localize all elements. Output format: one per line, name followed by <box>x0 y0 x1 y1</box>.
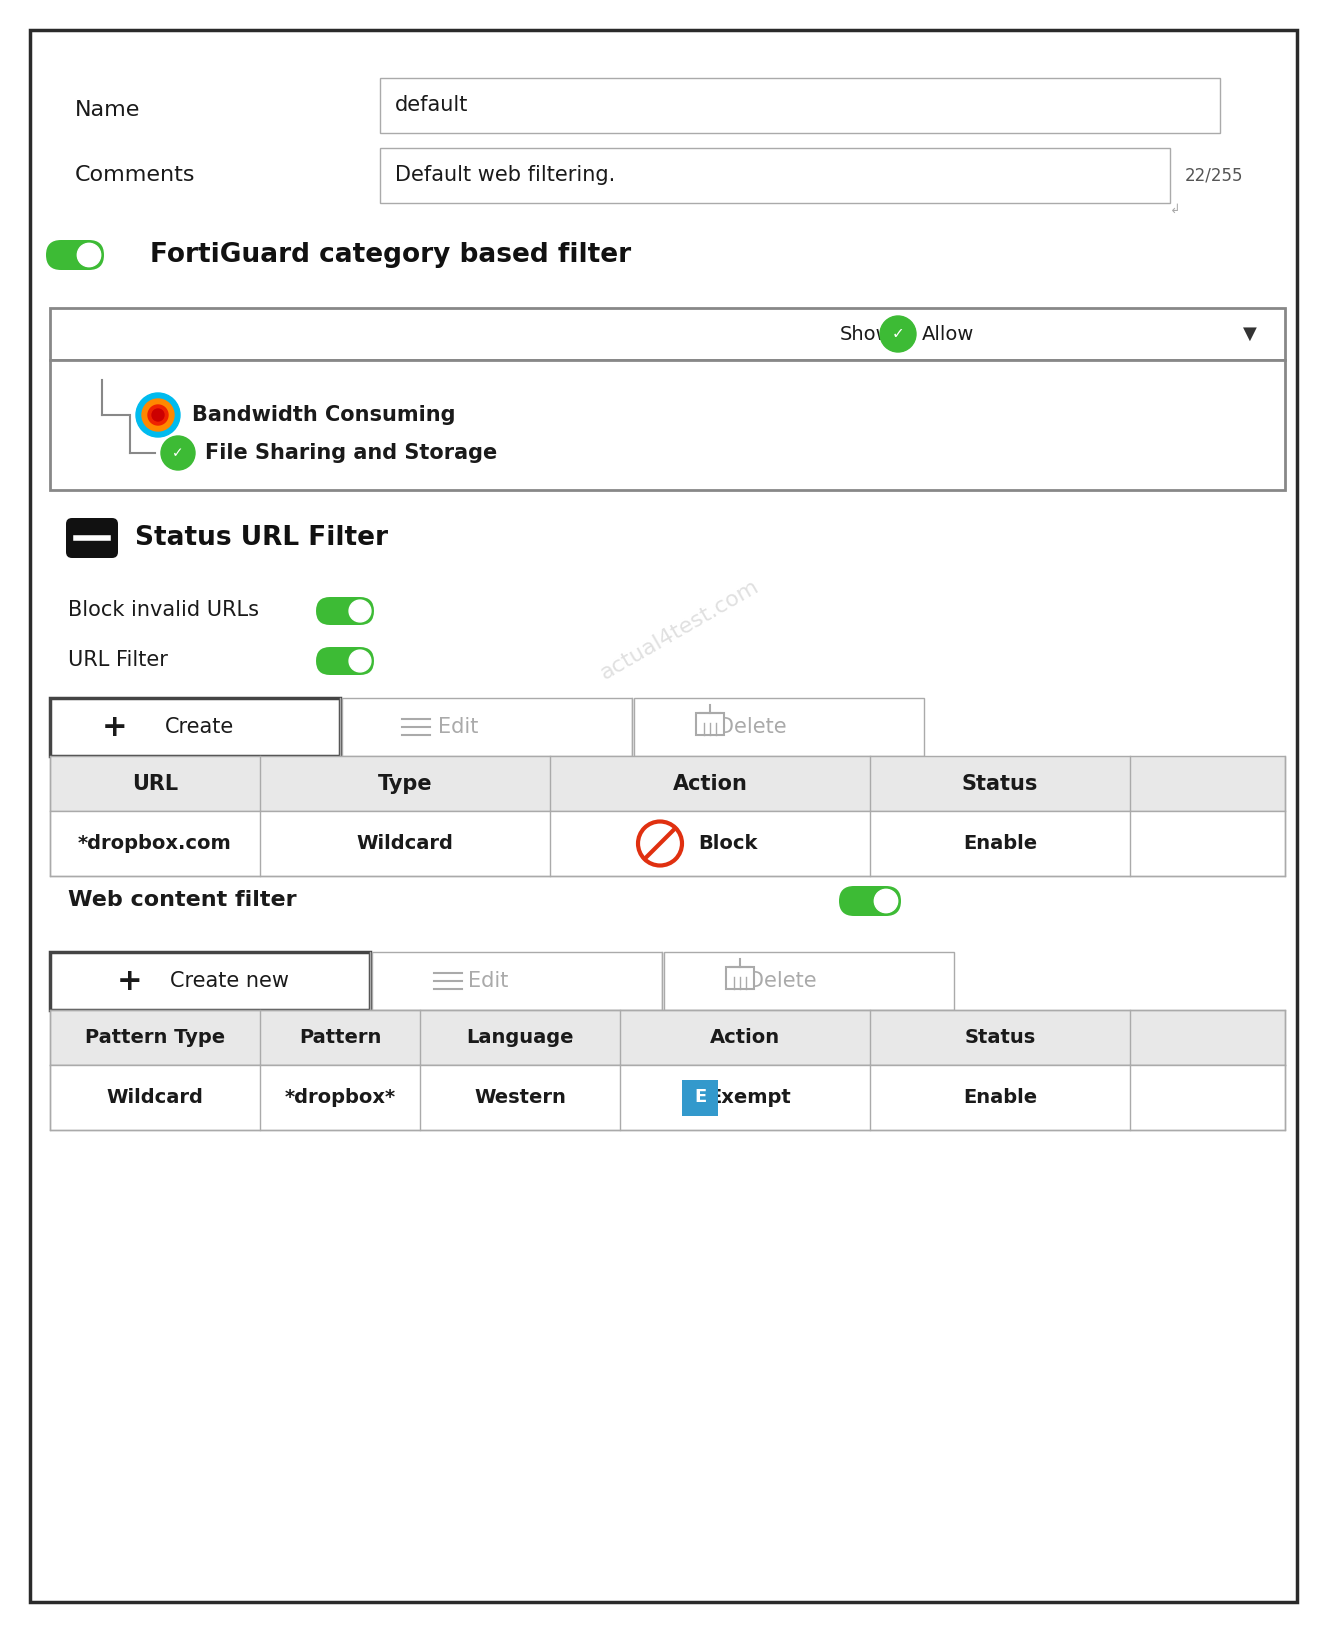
Circle shape <box>149 405 169 424</box>
Text: Delete: Delete <box>747 971 816 991</box>
Text: Block invalid URLs: Block invalid URLs <box>68 601 259 620</box>
Text: Bandwidth Consuming: Bandwidth Consuming <box>192 405 455 424</box>
Text: Status URL Filter: Status URL Filter <box>135 526 387 552</box>
Text: 22/255: 22/255 <box>1185 166 1243 184</box>
Circle shape <box>880 317 916 353</box>
Text: Pattern Type: Pattern Type <box>85 1028 226 1048</box>
FancyBboxPatch shape <box>664 951 954 1010</box>
Circle shape <box>349 601 372 622</box>
Text: Allow: Allow <box>922 325 974 343</box>
Text: FortiGuard category based filter: FortiGuard category based filter <box>150 242 632 268</box>
Circle shape <box>77 243 101 266</box>
Text: Create new: Create new <box>170 971 289 991</box>
FancyBboxPatch shape <box>316 646 374 676</box>
FancyBboxPatch shape <box>839 886 901 916</box>
Text: Show: Show <box>840 325 893 343</box>
FancyBboxPatch shape <box>50 951 370 1010</box>
Text: Edit: Edit <box>438 716 478 738</box>
Text: Block: Block <box>698 834 758 854</box>
Text: Default web filtering.: Default web filtering. <box>395 165 616 184</box>
FancyBboxPatch shape <box>316 597 374 625</box>
Text: +: + <box>102 713 127 741</box>
Text: Enable: Enable <box>963 834 1038 854</box>
Text: Enable: Enable <box>963 1089 1038 1106</box>
Text: E: E <box>694 1089 706 1106</box>
FancyBboxPatch shape <box>50 308 1285 361</box>
Text: Wildcard: Wildcard <box>357 834 454 854</box>
FancyBboxPatch shape <box>50 811 1285 876</box>
Text: Type: Type <box>378 774 433 793</box>
FancyBboxPatch shape <box>50 361 1285 490</box>
Text: ▼: ▼ <box>1243 325 1257 343</box>
Text: Status: Status <box>965 1028 1035 1048</box>
Text: Delete: Delete <box>718 716 787 738</box>
Text: ↲: ↲ <box>1170 202 1181 215</box>
FancyBboxPatch shape <box>682 1079 718 1116</box>
Text: *dropbox*: *dropbox* <box>284 1089 395 1106</box>
Text: Action: Action <box>710 1028 780 1048</box>
FancyBboxPatch shape <box>380 149 1170 202</box>
FancyBboxPatch shape <box>634 698 924 756</box>
FancyBboxPatch shape <box>50 698 340 756</box>
FancyBboxPatch shape <box>726 968 754 989</box>
Text: default: default <box>395 95 468 114</box>
FancyBboxPatch shape <box>50 1066 1285 1129</box>
Circle shape <box>349 650 372 672</box>
Circle shape <box>161 436 195 470</box>
FancyBboxPatch shape <box>372 951 662 1010</box>
Text: Status: Status <box>962 774 1038 793</box>
FancyBboxPatch shape <box>695 713 725 734</box>
Text: URL Filter: URL Filter <box>68 650 169 671</box>
Text: URL: URL <box>131 774 178 793</box>
Text: Language: Language <box>466 1028 573 1048</box>
Text: Web content filter: Web content filter <box>68 889 297 911</box>
FancyBboxPatch shape <box>46 240 104 269</box>
Circle shape <box>638 821 682 865</box>
Text: Exempt: Exempt <box>709 1089 791 1106</box>
Text: Pattern: Pattern <box>299 1028 381 1048</box>
Text: Name: Name <box>76 100 141 121</box>
FancyBboxPatch shape <box>380 78 1220 132</box>
Text: Comments: Comments <box>76 165 195 184</box>
FancyBboxPatch shape <box>66 517 118 558</box>
FancyBboxPatch shape <box>50 756 1285 811</box>
Text: Create: Create <box>166 716 235 738</box>
Circle shape <box>153 410 165 421</box>
Text: Edit: Edit <box>468 971 508 991</box>
Text: +: + <box>117 966 143 996</box>
Text: File Sharing and Storage: File Sharing and Storage <box>204 442 498 463</box>
FancyBboxPatch shape <box>50 1010 1285 1066</box>
Text: ✓: ✓ <box>892 326 905 341</box>
Circle shape <box>874 889 897 912</box>
Text: Action: Action <box>673 774 747 793</box>
Text: ✓: ✓ <box>173 446 184 460</box>
Circle shape <box>142 398 174 431</box>
Circle shape <box>135 393 180 437</box>
Text: *dropbox.com: *dropbox.com <box>78 834 232 854</box>
Text: Western: Western <box>474 1089 565 1106</box>
Text: Wildcard: Wildcard <box>106 1089 203 1106</box>
FancyBboxPatch shape <box>342 698 632 756</box>
Text: actual4test.com: actual4test.com <box>597 576 763 684</box>
FancyBboxPatch shape <box>31 29 1296 1603</box>
